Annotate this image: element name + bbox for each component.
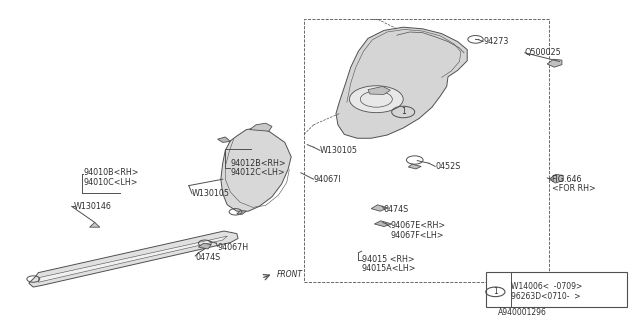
Polygon shape xyxy=(29,231,238,287)
Text: 94067F<LH>: 94067F<LH> xyxy=(390,231,444,240)
Text: 94012C<LH>: 94012C<LH> xyxy=(230,168,285,177)
Polygon shape xyxy=(237,211,246,214)
Polygon shape xyxy=(368,86,390,94)
Text: 0452S: 0452S xyxy=(435,162,461,171)
Text: W14006<  -0709>: W14006< -0709> xyxy=(511,282,582,291)
Polygon shape xyxy=(250,123,272,131)
Text: A940001296: A940001296 xyxy=(498,308,547,317)
Text: 94015A<LH>: 94015A<LH> xyxy=(362,264,416,273)
FancyBboxPatch shape xyxy=(486,272,627,307)
Text: FRONT: FRONT xyxy=(276,270,303,279)
Text: 0474S: 0474S xyxy=(384,205,409,214)
Text: W130105: W130105 xyxy=(320,146,358,155)
Text: 94015 <RH>: 94015 <RH> xyxy=(362,255,414,264)
Text: 94012B<RH>: 94012B<RH> xyxy=(230,159,286,168)
Polygon shape xyxy=(374,221,392,227)
Polygon shape xyxy=(547,59,562,67)
Circle shape xyxy=(349,86,403,113)
Text: 94010B<RH>: 94010B<RH> xyxy=(83,168,139,177)
Text: 94067I: 94067I xyxy=(314,175,341,184)
Polygon shape xyxy=(38,236,227,282)
Polygon shape xyxy=(218,137,230,142)
Polygon shape xyxy=(221,128,291,211)
Text: <FOR RH>: <FOR RH> xyxy=(552,184,595,193)
Text: W130105: W130105 xyxy=(192,189,230,198)
Polygon shape xyxy=(371,205,388,211)
Text: 1: 1 xyxy=(401,108,406,116)
Polygon shape xyxy=(198,243,211,249)
Text: 96263D<0710-  >: 96263D<0710- > xyxy=(511,292,580,301)
Polygon shape xyxy=(90,222,100,227)
Text: 94067E<RH>: 94067E<RH> xyxy=(390,221,445,230)
Polygon shape xyxy=(408,164,421,169)
Polygon shape xyxy=(336,27,467,138)
Text: FIG.646: FIG.646 xyxy=(552,175,582,184)
Text: 0474S: 0474S xyxy=(195,253,220,262)
Polygon shape xyxy=(549,174,563,183)
Text: 1: 1 xyxy=(493,287,498,296)
Text: 94273: 94273 xyxy=(483,37,509,46)
Text: 94010C<LH>: 94010C<LH> xyxy=(83,178,138,187)
Text: Q500025: Q500025 xyxy=(525,48,561,57)
Text: W130146: W130146 xyxy=(74,202,111,211)
Text: 94067H: 94067H xyxy=(218,244,249,252)
